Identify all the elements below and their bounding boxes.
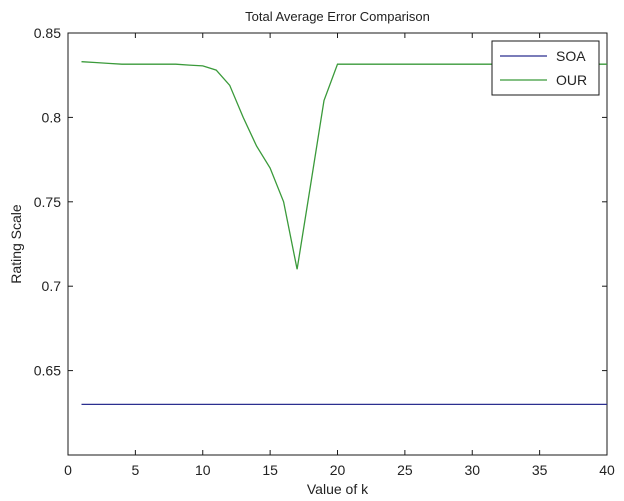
x-tick-label: 5 — [131, 462, 139, 478]
x-axis-title: Value of k — [307, 481, 369, 497]
x-tick-label: 15 — [262, 462, 278, 478]
legend-label-our: OUR — [556, 72, 587, 88]
y-axis-title: Rating Scale — [8, 204, 24, 284]
y-tick-label: 0.7 — [42, 278, 62, 294]
y-tick-label: 0.65 — [34, 363, 61, 379]
x-tick-label: 10 — [195, 462, 211, 478]
x-tick-label: 30 — [464, 462, 480, 478]
x-tick-label: 40 — [599, 462, 615, 478]
legend-box — [491, 40, 600, 96]
y-tick-label: 0.8 — [42, 109, 62, 125]
x-tick-label: 25 — [397, 462, 413, 478]
legend: SOA OUR — [491, 40, 600, 96]
legend-label-soa: SOA — [556, 48, 586, 64]
plot-area-frame — [67, 32, 608, 456]
y-tick-label: 0.85 — [34, 25, 61, 41]
x-tick-label: 0 — [64, 462, 72, 478]
x-tick-label: 35 — [532, 462, 548, 478]
x-tick-label: 20 — [330, 462, 346, 478]
axis-ticks: 0 5 10 15 20 25 30 35 40 0.65 0.7 0.75 0.8 0.85 — [34, 25, 615, 478]
chart-title: Total Average Error Comparison — [245, 9, 430, 24]
y-tick-label: 0.75 — [34, 194, 61, 210]
